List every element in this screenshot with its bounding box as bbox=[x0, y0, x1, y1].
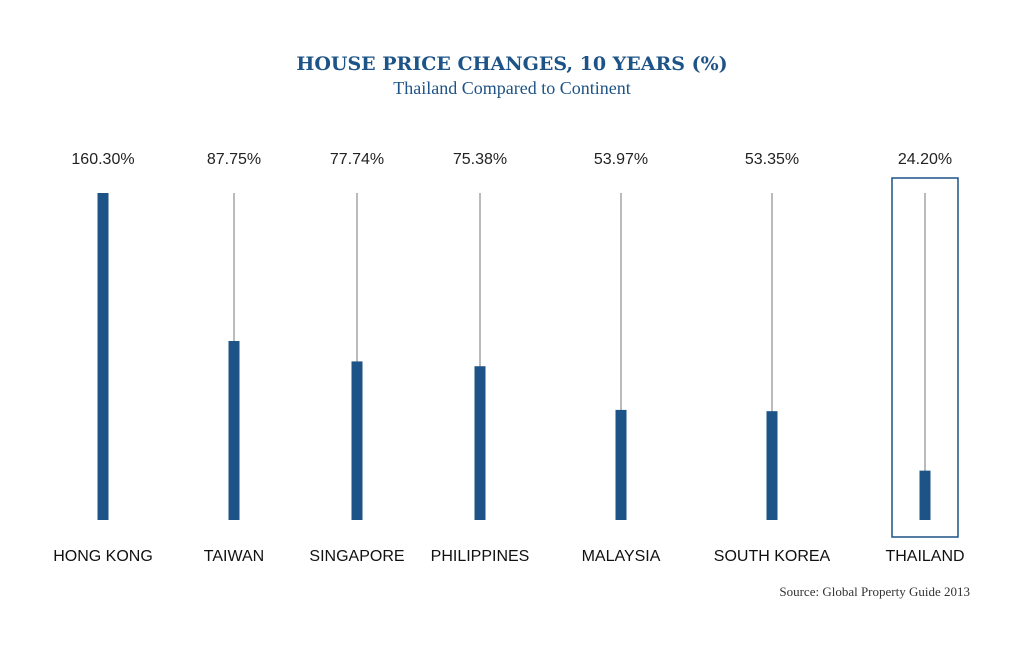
category-label-malaysia: MALAYSIA bbox=[582, 548, 661, 565]
source-note: Source: Global Property Guide 2013 bbox=[779, 584, 970, 599]
category-label-philippines: PHILIPPINES bbox=[431, 548, 530, 565]
chart-subtitle: Thailand Compared to Continent bbox=[393, 78, 630, 98]
value-label-taiwan: 87.75% bbox=[207, 151, 261, 168]
bar-south-korea bbox=[766, 411, 778, 520]
bar-hong-kong bbox=[97, 193, 109, 520]
chart-title: HOUSE PRICE CHANGES, 10 YEARS (%) bbox=[296, 53, 727, 75]
category-label-hong-kong: HONG KONG bbox=[53, 548, 153, 565]
category-label-singapore: SINGAPORE bbox=[309, 548, 404, 565]
bar-taiwan bbox=[228, 340, 240, 520]
value-label-thailand: 24.20% bbox=[898, 151, 952, 168]
bar-malaysia bbox=[615, 409, 627, 520]
value-label-south-korea: 53.35% bbox=[745, 151, 799, 168]
category-label-thailand: THAILAND bbox=[885, 548, 964, 565]
value-label-malaysia: 53.97% bbox=[594, 151, 648, 168]
bar-singapore bbox=[351, 361, 363, 520]
category-label-taiwan: TAIWAN bbox=[204, 548, 264, 565]
value-label-philippines: 75.38% bbox=[453, 151, 507, 168]
highlight-box-thailand bbox=[891, 177, 959, 538]
bar-thailand bbox=[919, 470, 931, 520]
value-label-singapore: 77.74% bbox=[330, 151, 384, 168]
bar-philippines bbox=[474, 366, 486, 520]
bars-layer: 160.30% HONG KONG 87.75% TAIWAN 77.74% SINGAP… bbox=[53, 151, 964, 565]
value-label-hong-kong: 160.30% bbox=[71, 151, 134, 168]
category-label-south-korea: SOUTH KOREA bbox=[714, 548, 831, 565]
